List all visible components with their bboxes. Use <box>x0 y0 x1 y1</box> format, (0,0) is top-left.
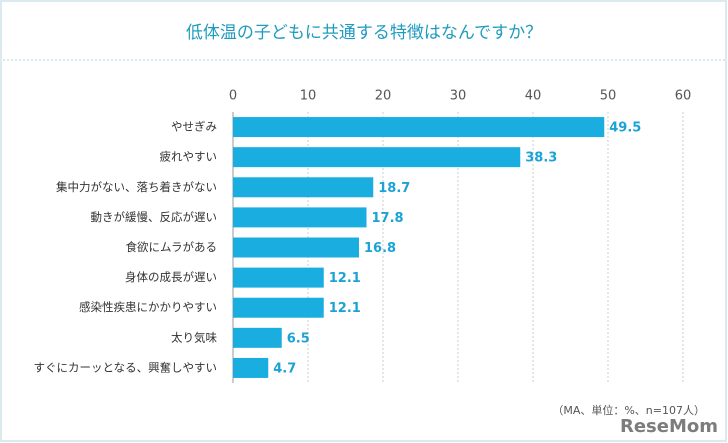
x-tick-label: 10 <box>300 89 317 104</box>
x-tick-label: 20 <box>375 89 392 104</box>
value-label: 16.8 <box>364 241 396 256</box>
note: （MA、単位：%、n=107人） <box>552 403 705 417</box>
bar <box>233 327 282 348</box>
value-label: 6.5 <box>287 331 310 346</box>
value-label: 18.7 <box>378 181 410 196</box>
value-label: 17.8 <box>372 211 404 226</box>
value-label: 49.5 <box>609 121 641 136</box>
chart-title: 低体温の子どもに共通する特徴はなんですか？ <box>186 23 542 43</box>
bar <box>233 117 605 138</box>
y-tick-label: 太り気味 <box>171 330 217 344</box>
value-label: 38.3 <box>525 151 557 166</box>
y-tick-label: やせぎみ <box>171 120 217 134</box>
bar <box>233 207 367 228</box>
bar <box>233 267 324 288</box>
bar <box>233 297 324 318</box>
y-tick-label: 身体の成長が遅い <box>125 270 217 284</box>
value-label: 12.1 <box>329 301 361 316</box>
bar <box>233 237 359 258</box>
bar <box>233 177 374 198</box>
x-tick-label: 60 <box>675 89 692 104</box>
bar <box>233 357 269 378</box>
watermark: ReseMom <box>620 416 718 437</box>
y-tick-label: 動きが緩慢、反応が遅い <box>91 210 218 224</box>
y-tick-label: 感染性疾患にかかりやすい <box>79 300 217 314</box>
x-tick-label: 40 <box>525 89 542 104</box>
y-tick-label: 疲れやすい <box>160 150 218 164</box>
value-label: 4.7 <box>273 361 296 376</box>
bar <box>233 147 521 168</box>
y-tick-label: 食欲にムラがある <box>126 240 217 254</box>
x-tick-label: 50 <box>600 89 617 104</box>
value-label: 12.1 <box>329 271 361 286</box>
x-tick-label: 0 <box>229 89 237 104</box>
x-tick-label: 30 <box>450 89 467 104</box>
y-tick-label: すぐにカーッとなる、興奮しやすい <box>33 360 217 374</box>
y-tick-label: 集中力がない、落ち着きがない <box>56 180 217 194</box>
